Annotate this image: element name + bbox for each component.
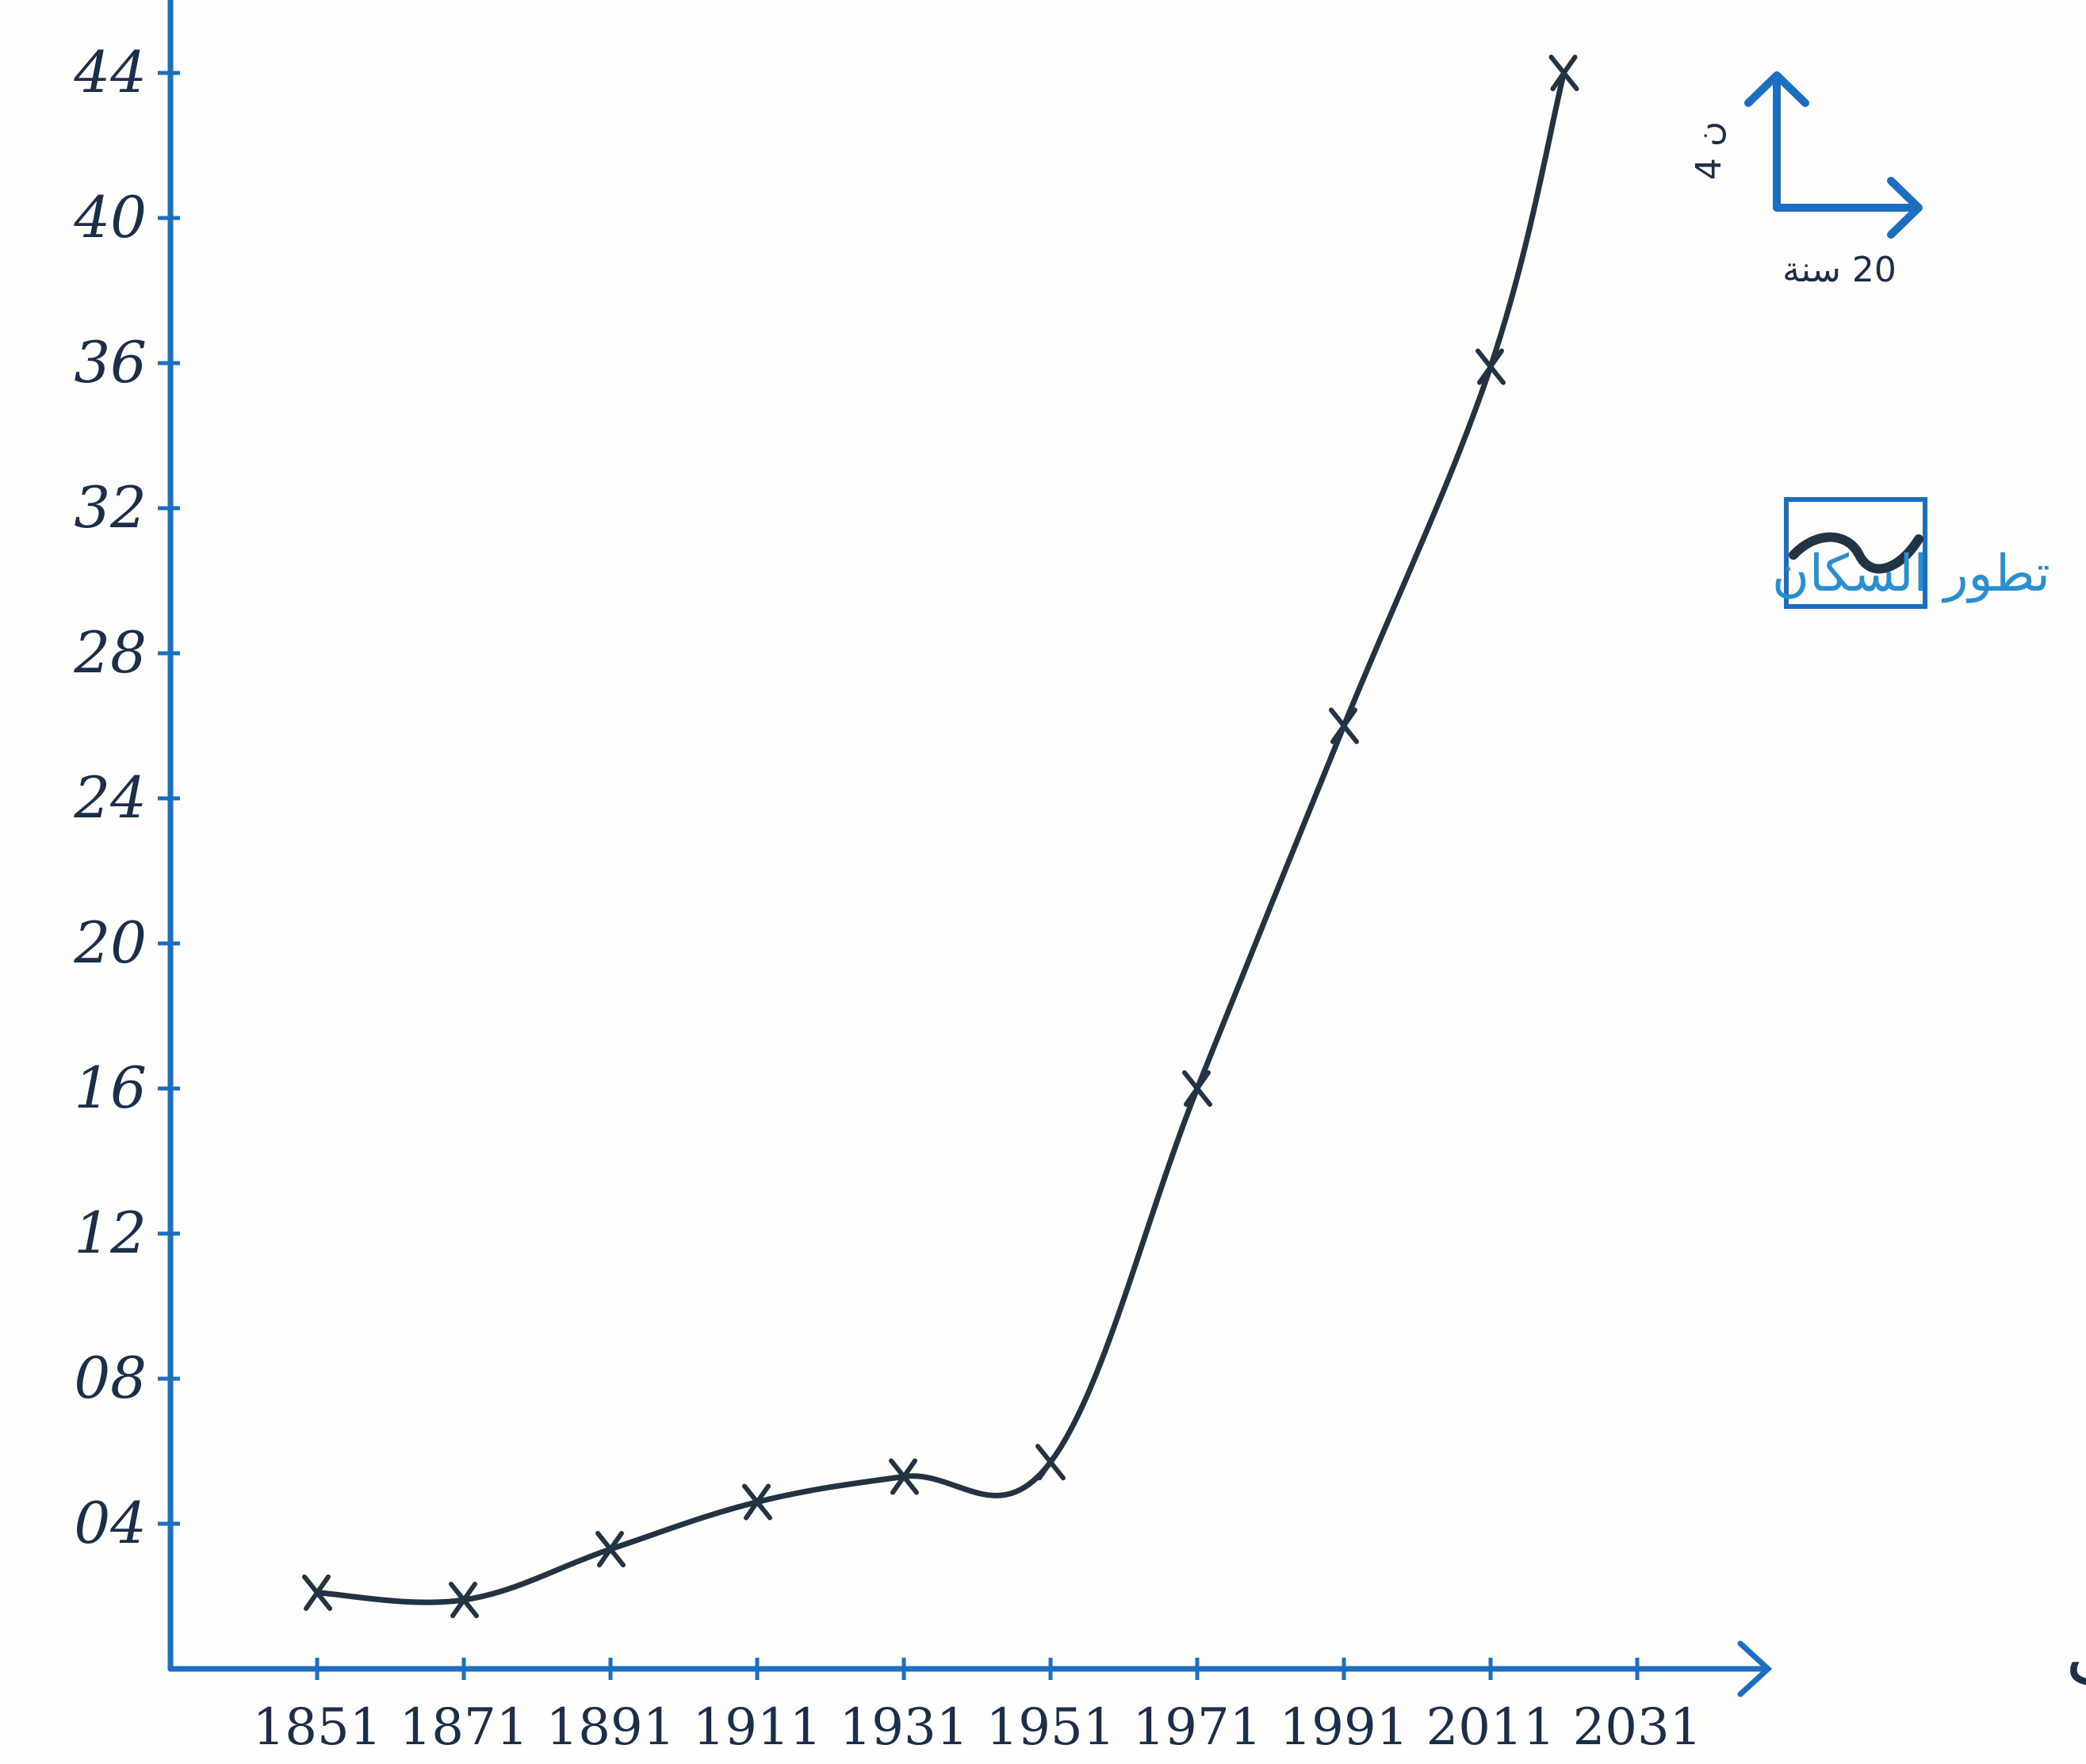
y-tick-label: 40 <box>73 184 147 251</box>
axes <box>167 0 1773 1697</box>
data-point <box>1035 1444 1066 1481</box>
scale-horizontal-label: 20 سنة <box>1782 250 1897 290</box>
scale-arrow-right-icon <box>1773 177 1923 239</box>
x-tick-label: 1931 <box>840 1698 969 1757</box>
data-point-stroke <box>450 1582 477 1619</box>
y-tick-label: 20 <box>73 909 147 976</box>
scale-key: 4 ن 20 سنة <box>1689 71 1923 290</box>
y-tick-label: 04 <box>74 1490 147 1556</box>
y-tick-label: 36 <box>74 329 147 396</box>
data-point <box>1182 1070 1212 1107</box>
y-tick-label: 16 <box>74 1054 147 1121</box>
data-point <box>595 1531 626 1568</box>
data-point <box>889 1458 919 1495</box>
data-point <box>302 1574 332 1611</box>
scale-arrow-up-icon <box>1744 71 1809 212</box>
x-tick-label: 1891 <box>546 1698 676 1757</box>
x-axis-arrow-icon <box>1737 1640 1773 1697</box>
legend-box <box>1784 497 1927 609</box>
data-point <box>742 1483 772 1521</box>
y-tick-label: 08 <box>74 1345 147 1411</box>
data-point <box>1548 55 1579 91</box>
data-point-stroke <box>1550 55 1578 91</box>
series-layer <box>302 55 1579 1619</box>
x-tick-label: 1911 <box>693 1698 822 1757</box>
x-tick-label: 1871 <box>400 1698 529 1757</box>
series-line <box>314 70 1567 1605</box>
data-point-stroke <box>1330 707 1357 744</box>
data-point-stroke <box>1037 1444 1064 1481</box>
y-tick-label: 32 <box>74 474 147 541</box>
data-point-stroke <box>1184 1070 1211 1107</box>
x-tick-label: 2031 <box>1573 1698 1702 1757</box>
x-tick-label: 1991 <box>1280 1698 1409 1757</box>
y-axis-ticks: 04 08 12 16 20 24 28 32 36 40 44 <box>73 39 180 1556</box>
y-tick-label: 28 <box>73 619 147 686</box>
y-tick-label: 24 <box>73 764 147 831</box>
data-point-stroke <box>744 1483 771 1521</box>
data-point <box>1329 707 1359 744</box>
legend-line-sample-icon <box>1789 532 1923 574</box>
data-point <box>1476 348 1506 385</box>
x-axis-ticks: 1851 1871 1891 1911 1931 1951 1971 1991 2011 2031 <box>253 1658 1702 1757</box>
x-axis-label: السنوات <box>2065 1614 2086 1704</box>
x-tick-label: 1971 <box>1133 1698 1262 1757</box>
data-point <box>449 1582 479 1619</box>
data-point-stroke <box>597 1531 624 1568</box>
legend-entry: تطور السكان <box>1772 545 2050 603</box>
scale-vertical-label: 4 ن <box>1689 121 1729 180</box>
x-tick-label: 2011 <box>1426 1698 1556 1757</box>
data-point-stroke <box>304 1574 331 1611</box>
data-point-stroke <box>1477 348 1504 385</box>
x-tick-label: 1851 <box>253 1698 382 1757</box>
data-point-stroke <box>890 1458 917 1495</box>
y-tick-label: 44 <box>73 39 147 105</box>
legend: تطور السكان <box>1772 497 2050 609</box>
x-tick-label: 1951 <box>986 1698 1116 1757</box>
y-tick-label: 12 <box>74 1200 147 1266</box>
